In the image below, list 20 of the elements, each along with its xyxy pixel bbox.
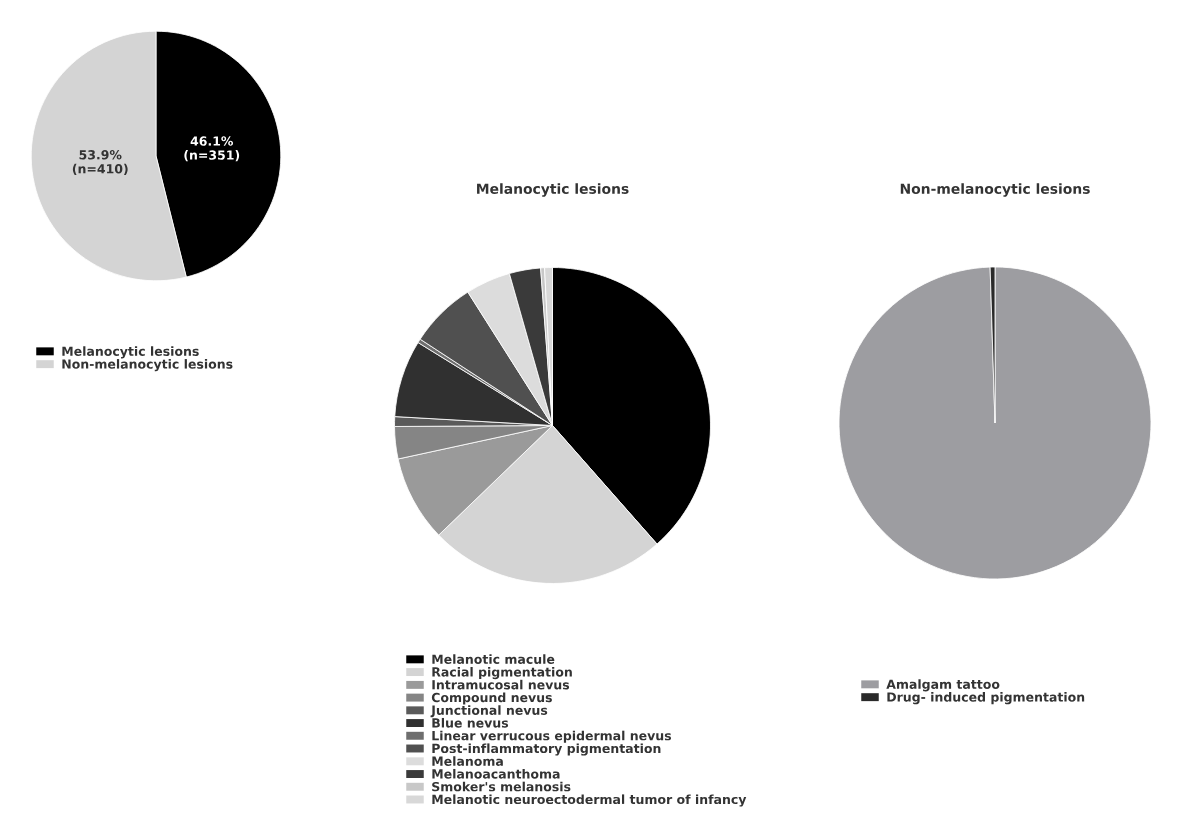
legend-label: Melanoma — [432, 756, 503, 766]
legend-label: Melanocytic lesions — [62, 346, 199, 359]
legend-label: Junctional nevus — [430, 705, 548, 718]
legend-label: Racial pigmentation — [432, 666, 572, 680]
legend-label: Smoker's melanosis — [432, 781, 571, 792]
data-label: 46.1% (n=351) — [184, 136, 240, 162]
legend-label: Linear verrucous epidermal nevus — [432, 730, 672, 743]
legend-label: Post-inflammatory pigmentation — [432, 743, 661, 756]
data-label: 53.9% (n=410) — [72, 150, 128, 175]
legend-label: Amalgam tattoo — [886, 679, 1000, 692]
legend-label: Blue nevus — [432, 717, 509, 728]
legend-label: Non-melanocytic lesions — [62, 359, 233, 372]
legend-label: Melanotic neuroectodermal tumor of infancy — [432, 794, 747, 807]
legend-label: Melanoacanthoma — [432, 768, 560, 779]
legend-label: Compound nevus — [431, 692, 552, 705]
chart-title: Non-melanocytic lesions — [900, 183, 1090, 197]
legend-label: Intramucosal nevus — [432, 679, 570, 690]
chart-title: Melanocytic lesions — [477, 183, 629, 197]
legend-label: Drug- induced pigmentation — [887, 692, 1085, 705]
legend-label: Melanotic macule — [432, 654, 555, 664]
